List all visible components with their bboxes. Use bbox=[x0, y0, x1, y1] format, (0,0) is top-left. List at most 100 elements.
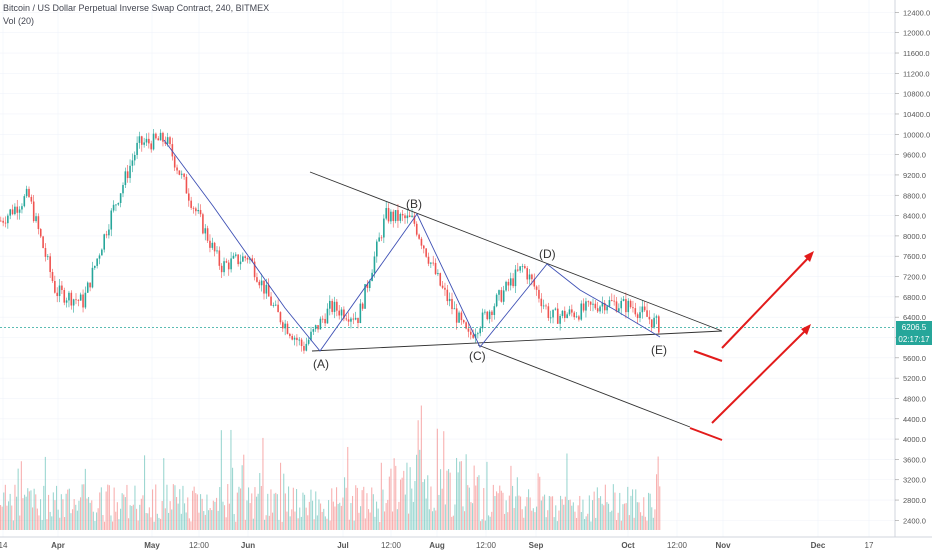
volume-bar bbox=[174, 485, 176, 530]
volume-bar bbox=[425, 498, 427, 530]
candle-body bbox=[317, 325, 319, 330]
volume-bar bbox=[190, 521, 192, 530]
volume-bar bbox=[158, 517, 160, 530]
volume-bar bbox=[424, 479, 426, 530]
volume-bar bbox=[179, 489, 181, 530]
volume-bar bbox=[412, 501, 414, 530]
candle-body bbox=[47, 256, 49, 258]
volume-bar bbox=[379, 521, 381, 530]
volume-bar bbox=[276, 494, 278, 530]
candle-body bbox=[235, 254, 237, 256]
candle-body bbox=[21, 206, 23, 210]
candle-body bbox=[517, 269, 519, 271]
price-tick-label: 12000.0 bbox=[903, 29, 930, 38]
volume-bar bbox=[608, 503, 610, 530]
volume-bar bbox=[348, 519, 350, 530]
candle-body bbox=[326, 308, 329, 324]
price-tick-label: 12400.0 bbox=[903, 8, 930, 17]
volume-bar bbox=[488, 515, 490, 530]
volume-bar bbox=[620, 520, 622, 530]
volume-bar bbox=[384, 511, 386, 530]
volume-bar bbox=[505, 500, 507, 530]
candle-body bbox=[587, 301, 590, 303]
volume-bar bbox=[76, 510, 78, 530]
candle-body bbox=[96, 258, 98, 266]
arrow-head-lower-icon bbox=[801, 324, 811, 335]
volume-bar bbox=[356, 487, 358, 530]
volume-bar bbox=[36, 508, 38, 530]
price-tick-label: 10800.0 bbox=[903, 90, 930, 99]
volume-bar bbox=[611, 510, 613, 530]
volume-bar bbox=[472, 503, 474, 530]
volume-bar bbox=[622, 504, 624, 530]
volume-bar bbox=[526, 497, 528, 530]
volume-bar bbox=[118, 519, 120, 530]
volume-bar bbox=[321, 511, 323, 530]
volume-bar bbox=[510, 465, 512, 530]
candle-body bbox=[479, 328, 481, 334]
volume-bar bbox=[291, 509, 293, 530]
volume-bar bbox=[460, 461, 462, 530]
time-axis[interactable]: 14 Apr May 12:00 Jun Jul 12:00 Aug 12:00 Sep Oct 12… bbox=[0, 541, 874, 550]
candle-body bbox=[545, 305, 547, 307]
volume-bar bbox=[377, 508, 379, 530]
candle-body bbox=[514, 269, 517, 287]
candle-body bbox=[190, 200, 192, 208]
price-tick-label: 4800.0 bbox=[903, 394, 926, 403]
time-tick-label: 12:00 bbox=[381, 541, 402, 550]
volume-bar bbox=[540, 500, 542, 530]
price-tick-label: 11200.0 bbox=[903, 69, 930, 78]
candle-body bbox=[329, 300, 331, 309]
candle-body bbox=[180, 173, 183, 175]
volume-bar bbox=[433, 507, 435, 530]
volume-bar bbox=[572, 502, 574, 530]
volume-bar bbox=[502, 492, 504, 530]
volume-bar bbox=[440, 469, 442, 530]
volume-bar bbox=[182, 485, 184, 530]
candle-body bbox=[538, 289, 540, 299]
volume-bar bbox=[513, 507, 515, 530]
volume-bar bbox=[278, 519, 280, 530]
price-tick-label: 3200.0 bbox=[903, 476, 926, 485]
volume-bar bbox=[628, 515, 630, 530]
volume-bar bbox=[220, 430, 222, 530]
candle-body bbox=[376, 241, 378, 257]
volume-bar bbox=[446, 470, 448, 530]
candle-body bbox=[564, 310, 566, 319]
volume-bar bbox=[508, 495, 510, 530]
candle-body bbox=[528, 274, 531, 280]
price-tick-label: 7200.0 bbox=[903, 273, 926, 282]
volume-bar bbox=[315, 491, 317, 530]
volume-bar bbox=[500, 490, 502, 530]
volume-bar bbox=[25, 496, 27, 530]
arrow-shaft-upper bbox=[721, 254, 812, 349]
candle-body bbox=[535, 286, 538, 290]
volume-bar bbox=[11, 505, 13, 530]
volume-bar bbox=[590, 521, 592, 530]
candle-body bbox=[284, 323, 286, 329]
candle-body bbox=[603, 302, 606, 311]
volume-bar bbox=[75, 504, 77, 530]
candle-body bbox=[601, 302, 604, 307]
volume-bar bbox=[96, 512, 98, 530]
volume-bar bbox=[312, 500, 314, 530]
volume-bar bbox=[467, 485, 469, 530]
volume-bar bbox=[12, 520, 14, 530]
price-axis[interactable]: 12400.0 12000.0 11600.0 11200.0 10800.0 10400… bbox=[895, 8, 930, 525]
volume-bar bbox=[644, 516, 646, 530]
volume-bar bbox=[188, 518, 190, 530]
volume-bar bbox=[208, 510, 210, 530]
candle-body bbox=[159, 132, 162, 141]
price-tick-label: 3600.0 bbox=[903, 455, 926, 464]
volume-bar bbox=[616, 520, 618, 530]
volume-bar bbox=[361, 490, 363, 530]
volume-bar bbox=[518, 495, 520, 530]
volume-bar bbox=[251, 493, 253, 530]
candle-body bbox=[9, 209, 11, 216]
candle-body bbox=[556, 308, 559, 324]
volume-bar bbox=[337, 503, 339, 530]
candle-body bbox=[606, 306, 608, 311]
candle-body bbox=[213, 242, 216, 252]
volume-bar bbox=[595, 517, 597, 530]
